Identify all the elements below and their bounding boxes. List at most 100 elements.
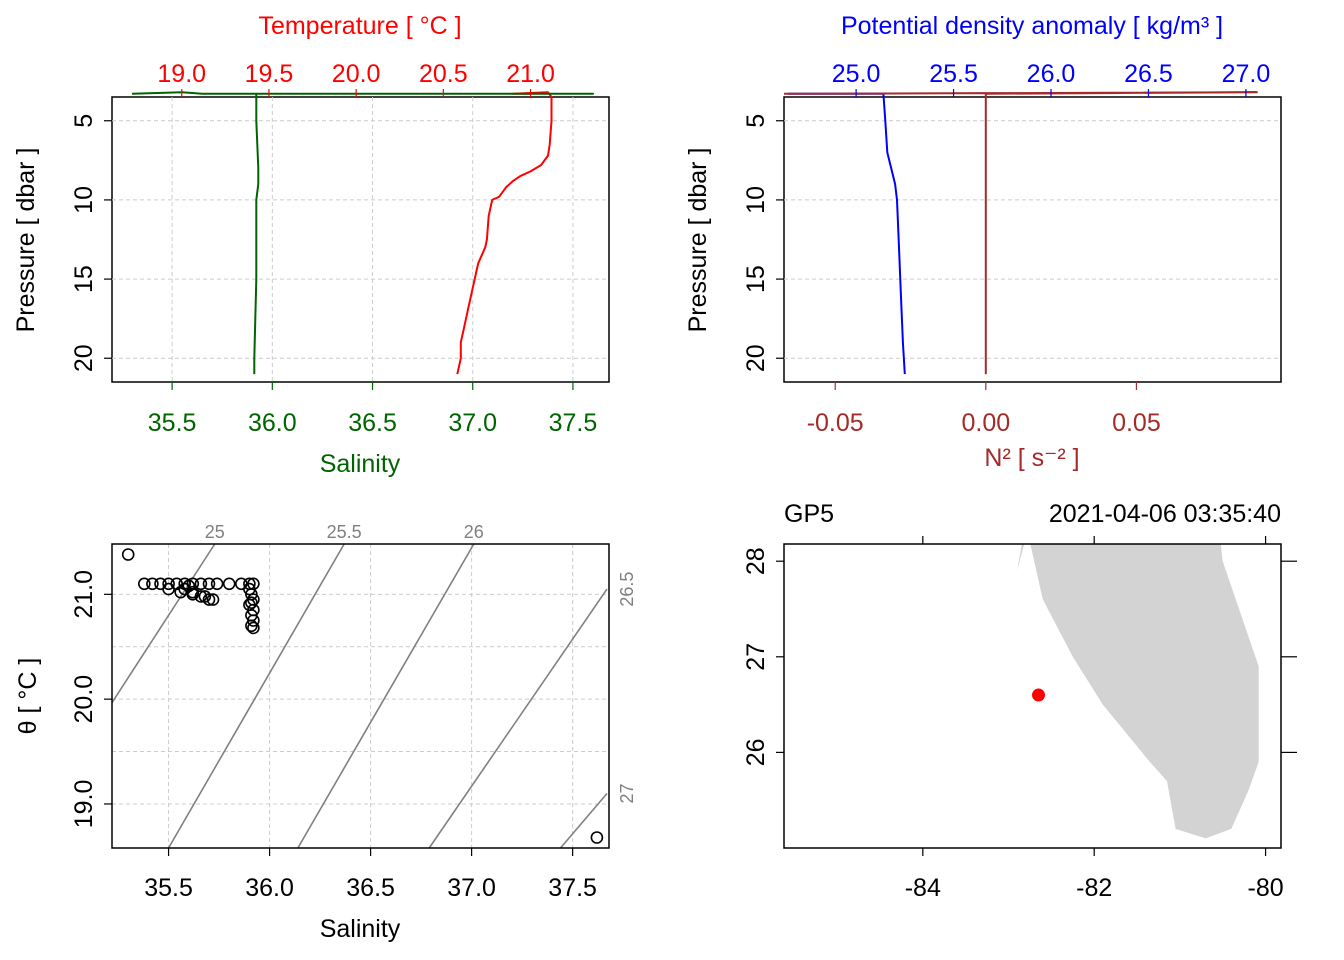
p2-bottom-axis-title: N² [ s⁻² ] [984, 444, 1079, 472]
p3-data-point [590, 831, 604, 844]
p2-top-tick-label: 26.0 [1027, 60, 1076, 88]
p4-station-marker [1031, 688, 1045, 702]
p4-x-tick-label: -82 [1076, 874, 1112, 902]
p1-grid [112, 97, 609, 382]
p1-left-tick-label: 20 [70, 344, 98, 372]
p3-x-tick-label: 35.5 [144, 874, 193, 902]
p1-top-tick-label: 20.5 [419, 60, 468, 88]
p1-temperature-line [456, 91, 553, 375]
p2-left-tick-label: 15 [742, 265, 770, 293]
p4-x-tick-label: -84 [905, 874, 941, 902]
p2-axes: 5 10 15 20 25.0 25.5 26.0 26.5 27.0 -0.05 0.00 0.05 [742, 60, 1270, 437]
p2-top-tick-label: 26.5 [1124, 60, 1173, 88]
p3-frame [111, 543, 610, 849]
p3-x-axis-title: Salinity [320, 915, 401, 943]
p2-top-tick-label: 25.5 [929, 60, 978, 88]
p2-bottom-tick-label: 0.00 [961, 409, 1010, 437]
p3-y-tick-label: 20.0 [70, 675, 98, 724]
p3-axes: 35.5 36.0 36.5 37.0 37.5 19.0 20.0 21.0 [70, 570, 597, 902]
panel-temperature-salinity-profile: 5 10 15 20 19.0 19.5 20.0 20.5 21.0 35.5 36.0 36.5 3… [12, 12, 610, 478]
p3-data-point [194, 590, 208, 603]
p1-top-tick-label: 20.0 [332, 60, 381, 88]
p3-data-point [162, 577, 175, 591]
p1-bottom-tick-label: 37.5 [549, 409, 598, 437]
p3-points [121, 548, 604, 844]
p1-bottom-tick-label: 35.5 [148, 409, 197, 437]
p4-datetime: 2021-04-06 03:35:40 [1049, 500, 1281, 528]
p4-y-tick-label: 27 [742, 643, 770, 671]
p3-y-tick-label: 21.0 [70, 570, 98, 619]
p3-data-point [182, 579, 196, 593]
p3-x-tick-label: 36.0 [245, 874, 294, 902]
p3-x-tick-label: 36.5 [346, 874, 395, 902]
p1-salinity-line [131, 91, 594, 375]
p3-isopycnal-label: 26.5 [617, 572, 637, 607]
p3-x-tick-label: 37.0 [447, 874, 496, 902]
p3-data-point [194, 577, 208, 591]
p1-left-tick-label: 10 [70, 186, 98, 214]
p3-isopycnal-line [167, 543, 345, 849]
p3-data-point [138, 577, 151, 591]
p2-n2-line [783, 91, 1258, 375]
p3-isopycnal-label: 25.5 [327, 522, 362, 542]
p1-top-axis-title: Temperature [ °C ] [258, 12, 461, 40]
p1-bottom-tick-label: 36.5 [348, 409, 397, 437]
p3-data-point [206, 593, 220, 606]
p3-y-axis-title: θ [ °C ] [14, 658, 42, 735]
p1-top-tick-label: 21.0 [506, 60, 555, 88]
p3-isopycnal-line [297, 543, 475, 849]
p3-x-tick-label: 37.5 [548, 874, 597, 902]
p3-y-tick-label: 19.0 [70, 780, 98, 829]
p1-top-tick-label: 19.0 [157, 60, 206, 88]
p4-axes: -84 -82 -80 26 27 28 [742, 536, 1297, 902]
panel-ts-diagram: 25 25.5 26 26.5 27 35.5 36.0 36.5 37.0 37.5 19.0 2… [14, 522, 637, 943]
p3-isopycnal-line [111, 543, 216, 704]
p2-left-tick-label: 5 [742, 114, 770, 128]
p3-data-point [247, 621, 260, 635]
p2-top-tick-label: 25.0 [832, 60, 881, 88]
p4-frame [783, 543, 1282, 849]
p3-data-point [202, 577, 216, 591]
p2-left-tick-label: 10 [742, 186, 770, 214]
p2-left-tick-label: 20 [742, 344, 770, 372]
p2-bottom-tick-label: 0.05 [1112, 409, 1161, 437]
p3-isopycnal-label: 25 [205, 522, 225, 542]
p1-left-tick-label: 5 [70, 114, 98, 128]
p1-series [131, 91, 594, 375]
p3-isopycnals: 25 25.5 26 26.5 27 [111, 522, 637, 849]
p1-left-tick-label: 15 [70, 265, 98, 293]
p4-y-tick-label: 28 [742, 547, 770, 575]
p1-bottom-tick-label: 37.0 [448, 409, 497, 437]
p3-data-point [210, 577, 224, 591]
p3-data-point [162, 582, 175, 596]
p1-top-tick-label: 19.5 [245, 60, 294, 88]
p3-isopycnal-line [428, 588, 608, 849]
p2-top-axis-title: Potential density anomaly [ kg/m³ ] [841, 12, 1223, 40]
p3-data-point [222, 577, 236, 591]
p2-frame [783, 96, 1282, 383]
p4-station-name: GP5 [784, 500, 834, 528]
p4-x-tick-label: -80 [1248, 874, 1284, 902]
p4-station-layer [1031, 688, 1045, 702]
p3-data-point [202, 593, 216, 606]
p4-land-layer [1017, 544, 1259, 839]
p3-grid [112, 544, 609, 848]
p3-isopycnal-label: 26 [464, 522, 484, 542]
p3-data-point [146, 577, 159, 591]
p3-data-point [121, 548, 135, 561]
p3-data-point [245, 619, 258, 633]
p3-data-point [247, 614, 260, 627]
p3-data-point [198, 590, 212, 603]
p2-left-axis-title: Pressure [ dbar ] [684, 148, 712, 333]
p2-bottom-tick-label: -0.05 [807, 409, 864, 437]
p1-axes: 5 10 15 20 19.0 19.5 20.0 20.5 21.0 35.5 36.0 36.5 3… [70, 60, 597, 437]
p1-bottom-tick-label: 36.0 [248, 409, 297, 437]
p2-top-tick-label: 27.0 [1222, 60, 1271, 88]
p3-isopycnal-line [559, 792, 608, 849]
p3-data-point [245, 596, 258, 610]
p3-data-point [178, 582, 191, 596]
p4-y-tick-label: 26 [742, 738, 770, 766]
p3-data-point [174, 585, 187, 599]
